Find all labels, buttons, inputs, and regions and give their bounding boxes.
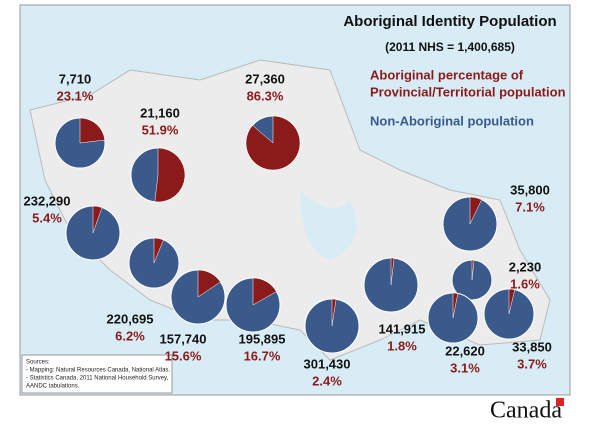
- pct-label: 86.3%: [247, 88, 284, 103]
- count-label: 7,710: [59, 71, 92, 86]
- pct-label: 5.4%: [32, 210, 62, 225]
- pie-wedge: [245, 115, 301, 171]
- count-label: 27,360: [245, 71, 285, 86]
- pie-wedge: [197, 269, 221, 298]
- count-label: 195,895: [239, 331, 286, 346]
- pie-wedge: [153, 237, 164, 264]
- source: - Statistics Canada, 2011 National House…: [26, 376, 169, 382]
- title: Aboriginal Identity Population: [343, 13, 556, 30]
- pie-wedge: [508, 288, 516, 315]
- pie-wedge: [154, 147, 186, 203]
- pct-label: 3.7%: [517, 356, 547, 371]
- legend-aboriginal: Provincial/Territorial population: [370, 84, 566, 99]
- count-label: 157,740: [160, 331, 207, 346]
- legend-non-aboriginal: Non-Aboriginal population: [370, 113, 534, 128]
- wordmark: Canada: [490, 398, 562, 424]
- pct-label: 2.4%: [312, 373, 342, 388]
- sources-box: [21, 354, 173, 394]
- count-label: 35,800: [510, 182, 550, 197]
- pct-label: 7.1%: [515, 199, 545, 214]
- pie-wedge: [452, 292, 459, 319]
- count-label: 33,850: [512, 339, 552, 354]
- pie-wedge: [469, 196, 482, 225]
- hudson-bay: [300, 190, 357, 260]
- pct-label: 16.7%: [244, 348, 281, 363]
- legend-aboriginal: Aboriginal percentage of: [370, 67, 524, 82]
- pie-wedge: [92, 205, 103, 234]
- source: AANDC tabulations.: [26, 384, 80, 390]
- count-label: 21,160: [140, 105, 180, 120]
- pie-wedge: [390, 257, 395, 286]
- source: Sources:: [26, 360, 50, 366]
- count-label: 22,620: [445, 343, 485, 358]
- pie-wedge: [471, 259, 475, 281]
- flag: [556, 398, 564, 406]
- pct-label: 51.9%: [142, 122, 179, 137]
- pct-label: 23.1%: [57, 88, 94, 103]
- pct-label: 6.2%: [115, 328, 145, 343]
- pct-label: 1.8%: [387, 338, 417, 353]
- source: - Mapping: Natural Resources Canada, Nat…: [26, 368, 170, 374]
- count-label: 2,230: [509, 259, 542, 274]
- count-label: 220,695: [107, 311, 154, 326]
- count-label: 232,290: [24, 193, 71, 208]
- count-label: 301,430: [304, 356, 351, 371]
- pie-wedge: [252, 277, 277, 306]
- subtitle: (2011 NHS = 1,400,685): [385, 40, 515, 54]
- count-label: 141,915: [379, 321, 426, 336]
- pie-wedge: [79, 117, 106, 144]
- pct-label: 1.6%: [510, 276, 540, 291]
- pct-label: 3.1%: [450, 360, 480, 375]
- pct-label: 15.6%: [165, 348, 202, 363]
- pie-wedge: [331, 298, 337, 327]
